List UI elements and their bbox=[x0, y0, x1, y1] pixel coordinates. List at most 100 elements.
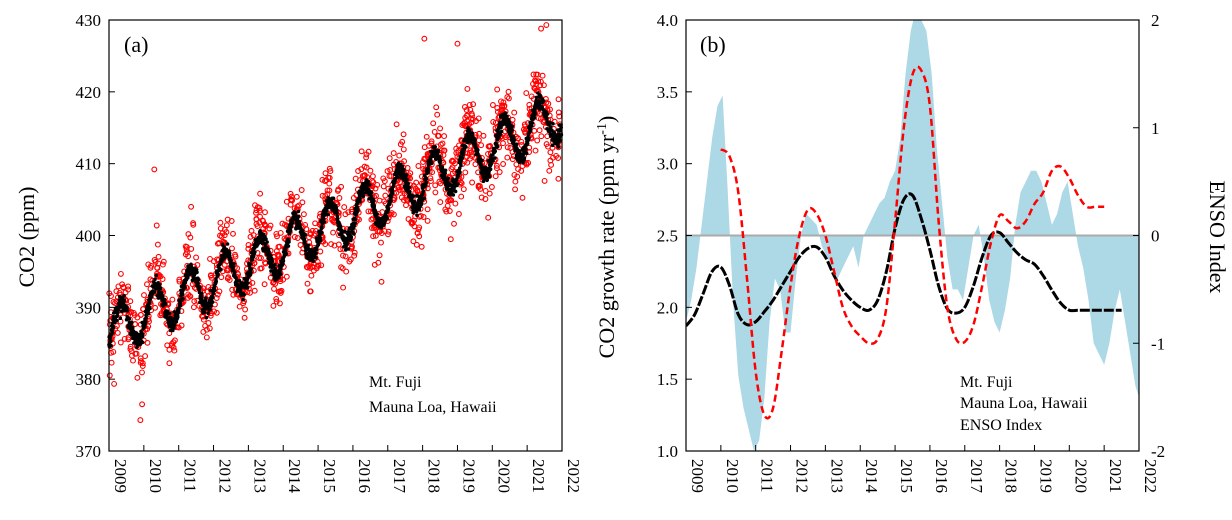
point-mt-fuji bbox=[266, 225, 273, 232]
point-mauna-loa bbox=[111, 325, 116, 330]
point-mt-fuji bbox=[372, 232, 379, 239]
point-mt-fuji bbox=[531, 127, 538, 134]
point-mt-fuji bbox=[334, 187, 341, 194]
point-mt-fuji bbox=[342, 253, 349, 260]
point-mauna-loa bbox=[498, 132, 503, 137]
point-mt-fuji bbox=[169, 296, 176, 303]
point-mt-fuji bbox=[217, 232, 223, 239]
point-mt-fuji bbox=[331, 242, 338, 249]
point-mt-fuji bbox=[318, 262, 325, 269]
point-mt-fuji bbox=[200, 316, 207, 323]
point-mauna-loa bbox=[451, 193, 456, 197]
point-mt-fuji bbox=[178, 322, 185, 329]
point-mt-fuji bbox=[437, 199, 444, 206]
point-mauna-loa bbox=[464, 145, 468, 149]
point-mt-fuji bbox=[108, 359, 115, 366]
point-mauna-loa bbox=[246, 281, 250, 285]
point-mt-fuji bbox=[477, 185, 484, 192]
point-mauna-loa bbox=[232, 270, 237, 275]
point-mauna-loa bbox=[229, 258, 233, 263]
point-mt-fuji bbox=[110, 299, 117, 305]
point-mauna-loa bbox=[195, 270, 199, 275]
point-mauna-loa bbox=[141, 332, 145, 336]
point-mauna-loa bbox=[148, 306, 152, 311]
point-mauna-loa bbox=[356, 208, 360, 213]
point-mt-fuji bbox=[346, 258, 353, 265]
point-mt-fuji bbox=[511, 109, 518, 116]
y-tick-label: 4.0 bbox=[657, 11, 678, 30]
point-mauna-loa bbox=[556, 145, 561, 149]
x-tick-label: 2012 bbox=[793, 459, 812, 493]
point-mauna-loa bbox=[331, 196, 336, 201]
point-mauna-loa bbox=[443, 177, 448, 181]
point-mauna-loa bbox=[277, 275, 281, 280]
point-mt-fuji bbox=[427, 178, 434, 185]
point-mauna-loa bbox=[249, 262, 253, 266]
point-mt-fuji bbox=[393, 121, 400, 128]
point-mauna-loa bbox=[160, 294, 165, 298]
point-mt-fuji bbox=[444, 202, 451, 209]
y2-tick-label: -1 bbox=[1151, 334, 1165, 353]
point-mt-fuji bbox=[398, 194, 405, 201]
point-mauna-loa bbox=[176, 315, 180, 319]
point-mauna-loa bbox=[253, 250, 257, 254]
point-mt-fuji bbox=[166, 346, 173, 353]
point-mt-fuji bbox=[307, 264, 314, 271]
point-mt-fuji bbox=[430, 120, 437, 127]
point-mt-fuji bbox=[365, 148, 372, 155]
point-mauna-loa bbox=[196, 278, 201, 282]
point-mauna-loa bbox=[499, 125, 503, 130]
point-mt-fuji bbox=[226, 277, 233, 283]
point-mauna-loa bbox=[406, 181, 411, 186]
y-tick-label: 3.0 bbox=[657, 155, 678, 174]
x-tick-label: 2015 bbox=[320, 459, 339, 493]
point-mauna-loa bbox=[143, 325, 147, 329]
point-mauna-loa bbox=[366, 179, 371, 184]
point-mt-fuji bbox=[351, 249, 358, 256]
point-mauna-loa bbox=[510, 124, 515, 129]
point-mt-fuji bbox=[190, 220, 197, 227]
point-mt-fuji bbox=[433, 104, 440, 111]
point-mauna-loa bbox=[335, 211, 339, 215]
point-mauna-loa bbox=[549, 125, 553, 129]
point-mauna-loa bbox=[459, 163, 463, 167]
point-mt-fuji bbox=[166, 360, 173, 367]
point-mauna-loa bbox=[545, 112, 550, 116]
panel-b-ylabel-main: CO2 growth rate (ppm yr bbox=[594, 134, 619, 358]
point-mauna-loa bbox=[456, 182, 460, 186]
point-mauna-loa bbox=[178, 303, 183, 308]
point-mauna-loa bbox=[334, 208, 339, 213]
point-mt-fuji bbox=[446, 208, 453, 214]
point-mt-fuji bbox=[258, 265, 265, 272]
point-mt-fuji bbox=[405, 216, 412, 223]
point-mt-fuji bbox=[400, 131, 407, 138]
point-mt-fuji bbox=[130, 357, 136, 364]
point-mt-fuji bbox=[138, 358, 145, 365]
point-mt-fuji bbox=[326, 180, 333, 187]
point-mt-fuji bbox=[386, 173, 393, 180]
point-mauna-loa bbox=[118, 316, 123, 321]
point-mt-fuji bbox=[397, 141, 404, 148]
legend-mt-fuji: Mt. Fuji bbox=[960, 374, 1013, 391]
point-mt-fuji bbox=[310, 267, 317, 274]
point-mt-fuji bbox=[453, 149, 460, 156]
point-mauna-loa bbox=[404, 173, 409, 177]
point-mt-fuji bbox=[324, 187, 331, 194]
point-mt-fuji bbox=[312, 220, 319, 227]
point-mt-fuji bbox=[428, 138, 435, 145]
point-mauna-loa bbox=[396, 175, 400, 180]
point-mauna-loa bbox=[311, 259, 316, 264]
panel-a-plot-area bbox=[106, 22, 564, 424]
point-mauna-loa bbox=[453, 189, 458, 194]
point-mt-fuji bbox=[185, 231, 192, 238]
point-mauna-loa bbox=[162, 297, 167, 302]
point-mauna-loa bbox=[214, 277, 218, 281]
point-mauna-loa bbox=[146, 311, 151, 316]
y-tick-label: 430 bbox=[76, 11, 102, 30]
point-mauna-loa bbox=[322, 220, 327, 224]
point-mauna-loa bbox=[541, 99, 546, 103]
legend-mt-fuji: Mt. Fuji bbox=[369, 374, 422, 391]
point-mauna-loa bbox=[389, 199, 393, 203]
point-mt-fuji bbox=[236, 303, 243, 310]
x-tick-label: 2022 bbox=[1141, 459, 1160, 493]
